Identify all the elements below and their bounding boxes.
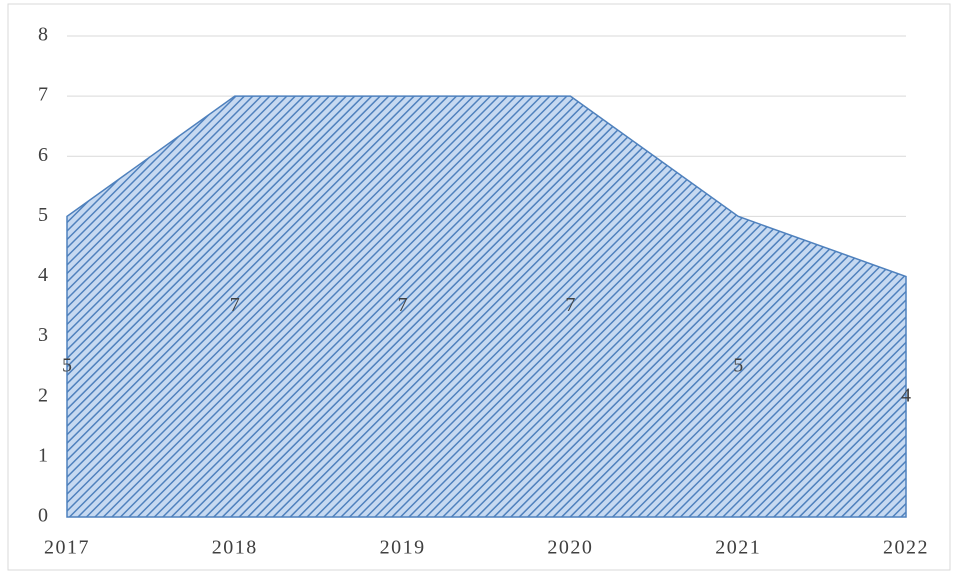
y-tick-label: 2 bbox=[38, 384, 48, 406]
y-tick-label: 1 bbox=[38, 444, 48, 466]
y-tick-label: 7 bbox=[38, 84, 48, 106]
data-label: 5 bbox=[62, 354, 72, 376]
y-tick-label: 0 bbox=[38, 505, 48, 527]
x-tick-label: 2021 bbox=[715, 537, 761, 559]
y-tick-label: 5 bbox=[38, 204, 48, 226]
data-label: 5 bbox=[733, 354, 743, 376]
data-label: 7 bbox=[398, 294, 408, 316]
x-tick-label: 2017 bbox=[44, 537, 90, 559]
data-label: 4 bbox=[901, 384, 911, 406]
x-tick-label: 2022 bbox=[883, 537, 929, 559]
data-label: 7 bbox=[230, 294, 240, 316]
y-tick-label: 3 bbox=[38, 324, 48, 346]
x-tick-label: 2020 bbox=[547, 537, 593, 559]
chart-frame bbox=[7, 3, 951, 571]
area bbox=[66, 95, 907, 518]
x-tick-label: 2018 bbox=[212, 537, 258, 559]
y-tick-label: 6 bbox=[38, 144, 48, 166]
data-label: 7 bbox=[565, 294, 575, 316]
x-tick-label: 2019 bbox=[380, 537, 426, 559]
y-tick-label: 4 bbox=[38, 264, 48, 286]
y-tick-label: 8 bbox=[38, 24, 48, 46]
